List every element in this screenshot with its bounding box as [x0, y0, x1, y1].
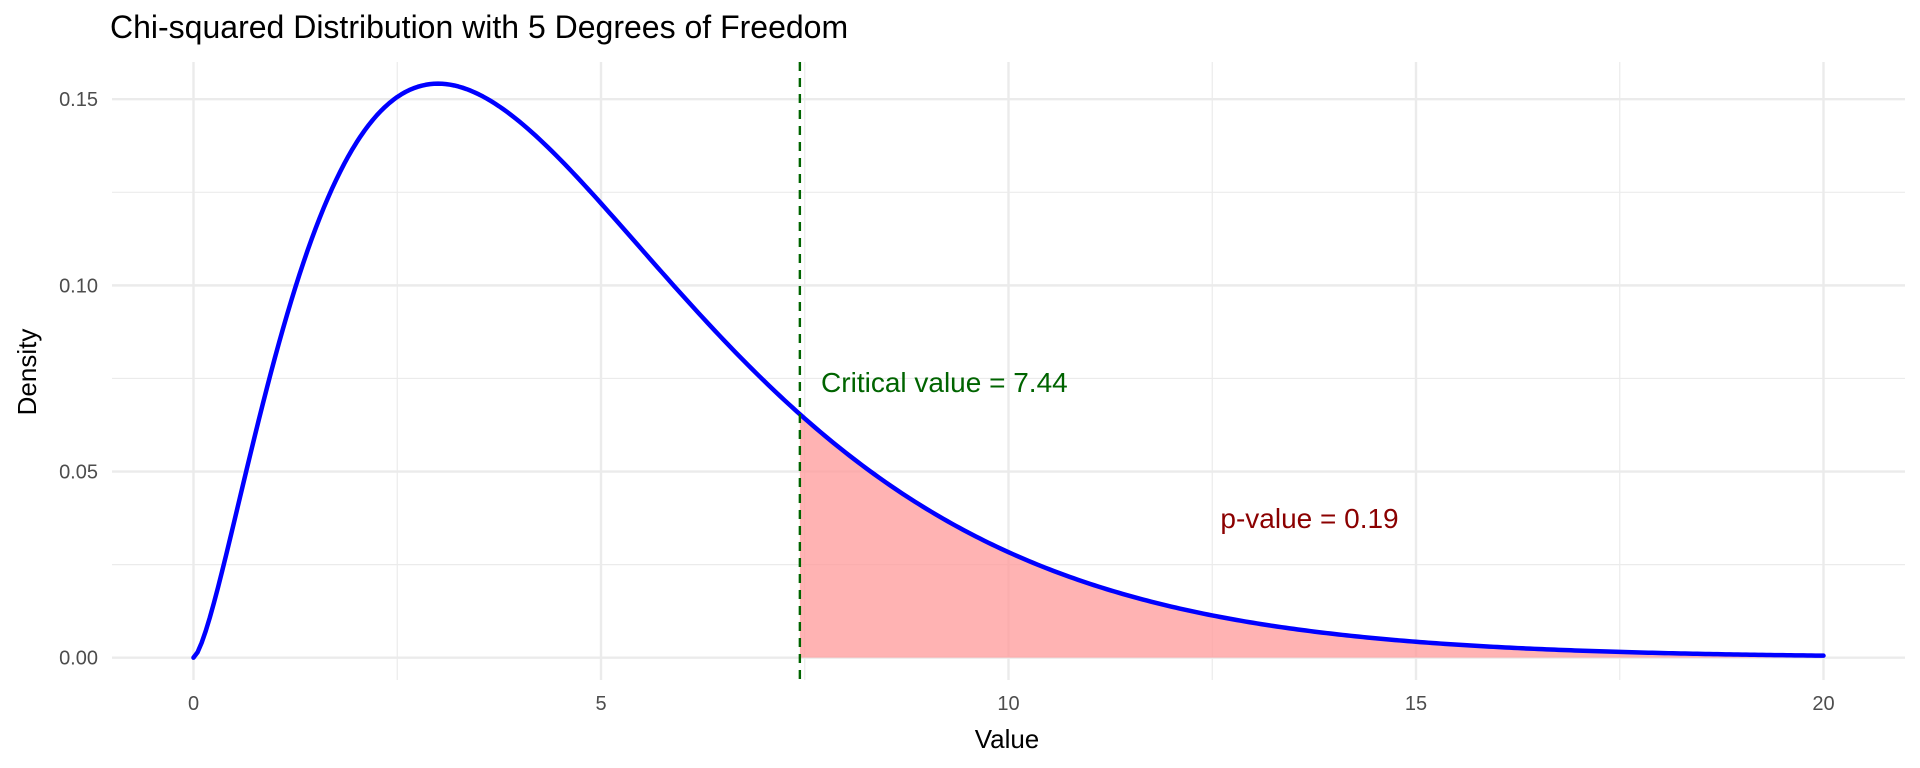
- x-tick-label: 0: [188, 693, 199, 715]
- annotation-text: p-value = 0.19: [1220, 503, 1398, 534]
- y-tick-label: 0.05: [59, 462, 98, 484]
- x-tick-label: 10: [997, 693, 1019, 715]
- y-tick-label: 0.00: [59, 648, 98, 670]
- y-axis-label: Density: [12, 329, 42, 416]
- annotations: Critical value = 7.44 p-value = 0.19: [821, 367, 1399, 534]
- p-value-shaded-area: [799, 414, 1824, 658]
- curve-layer: [191, 81, 1826, 660]
- x-axis-label: Value: [975, 724, 1040, 754]
- y-tick-label: 0.10: [59, 275, 98, 297]
- density-curve: [191, 81, 1826, 660]
- x-tick-label: 15: [1405, 693, 1427, 715]
- tick-labels: 0 5 10 15 20 0.00 0.05 0.10 0.15: [59, 89, 1835, 715]
- annotation-text: Critical value = 7.44: [821, 367, 1068, 398]
- chart-title: Chi-squared Distribution with 5 Degrees …: [110, 9, 848, 45]
- y-tick-label: 0.15: [59, 89, 98, 111]
- x-tick-label: 20: [1812, 693, 1834, 715]
- shaded-area-layer: [799, 414, 1824, 658]
- x-tick-label: 5: [595, 693, 606, 715]
